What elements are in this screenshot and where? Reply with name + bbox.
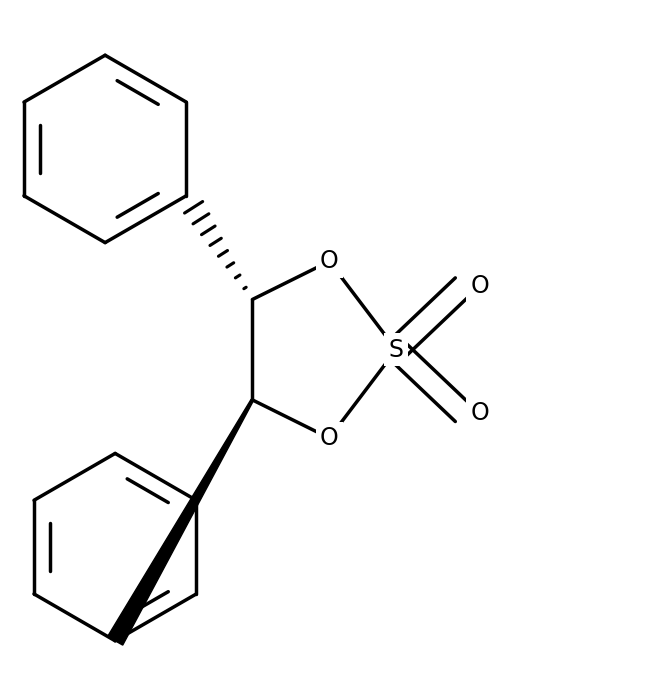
Text: O: O bbox=[320, 249, 339, 273]
Text: O: O bbox=[320, 426, 339, 450]
Text: S: S bbox=[388, 338, 404, 362]
Text: O: O bbox=[470, 274, 489, 298]
Polygon shape bbox=[108, 399, 253, 645]
Text: O: O bbox=[470, 401, 489, 425]
